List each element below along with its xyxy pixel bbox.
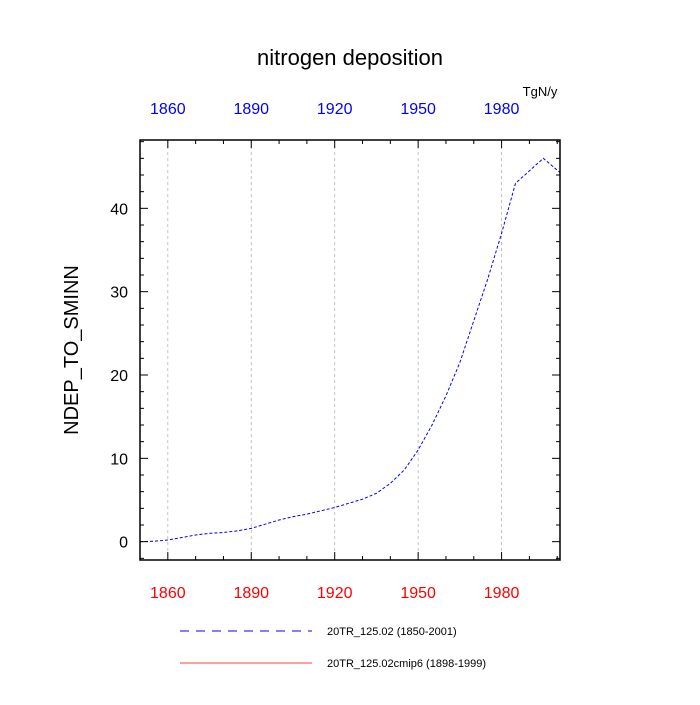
y-tick-label: 20 xyxy=(110,368,128,385)
legend-label-series-2: 20TR_125.02cmip6 (1898-1999) xyxy=(327,658,486,670)
x-tick-label-bottom: 1950 xyxy=(400,585,436,602)
legend-label-series-1: 20TR_125.02 (1850-2001) xyxy=(327,626,457,638)
x-tick-label-bottom: 1890 xyxy=(233,585,269,602)
series-line-1 xyxy=(139,157,561,543)
plot-frame xyxy=(139,139,561,561)
x-tick-label-top: 1890 xyxy=(233,101,269,118)
x-tick-label-bottom: 1980 xyxy=(484,585,520,602)
x-tick-label-top: 1980 xyxy=(484,101,520,118)
y-tick-label: 40 xyxy=(110,201,128,218)
y-tick-label: 30 xyxy=(110,285,128,302)
x-tick-label-bottom: 1860 xyxy=(150,585,186,602)
x-tick-label-top: 1920 xyxy=(317,101,353,118)
legend: 20TR_125.02 (1850-2001) 20TR_125.02cmip6… xyxy=(180,626,486,670)
x-tick-label-bottom: 1920 xyxy=(317,585,353,602)
axis-ticks xyxy=(139,140,560,560)
units-label: TgN/y xyxy=(523,84,558,99)
x-tick-label-top: 1950 xyxy=(400,101,436,118)
chart-title: nitrogen deposition xyxy=(257,45,443,70)
y-tick-label: 0 xyxy=(119,535,128,552)
y-tick-label: 10 xyxy=(110,451,128,468)
y-axis-label: NDEP_TO_SMINN xyxy=(61,265,83,435)
axis-tick-labels: 1860 1860 1890 1890 1920 1920 1950 1950 1980 1980… xyxy=(110,101,519,602)
series-lines xyxy=(139,157,561,543)
grid-lines xyxy=(167,140,502,560)
x-tick-label-top: 1860 xyxy=(150,101,186,118)
